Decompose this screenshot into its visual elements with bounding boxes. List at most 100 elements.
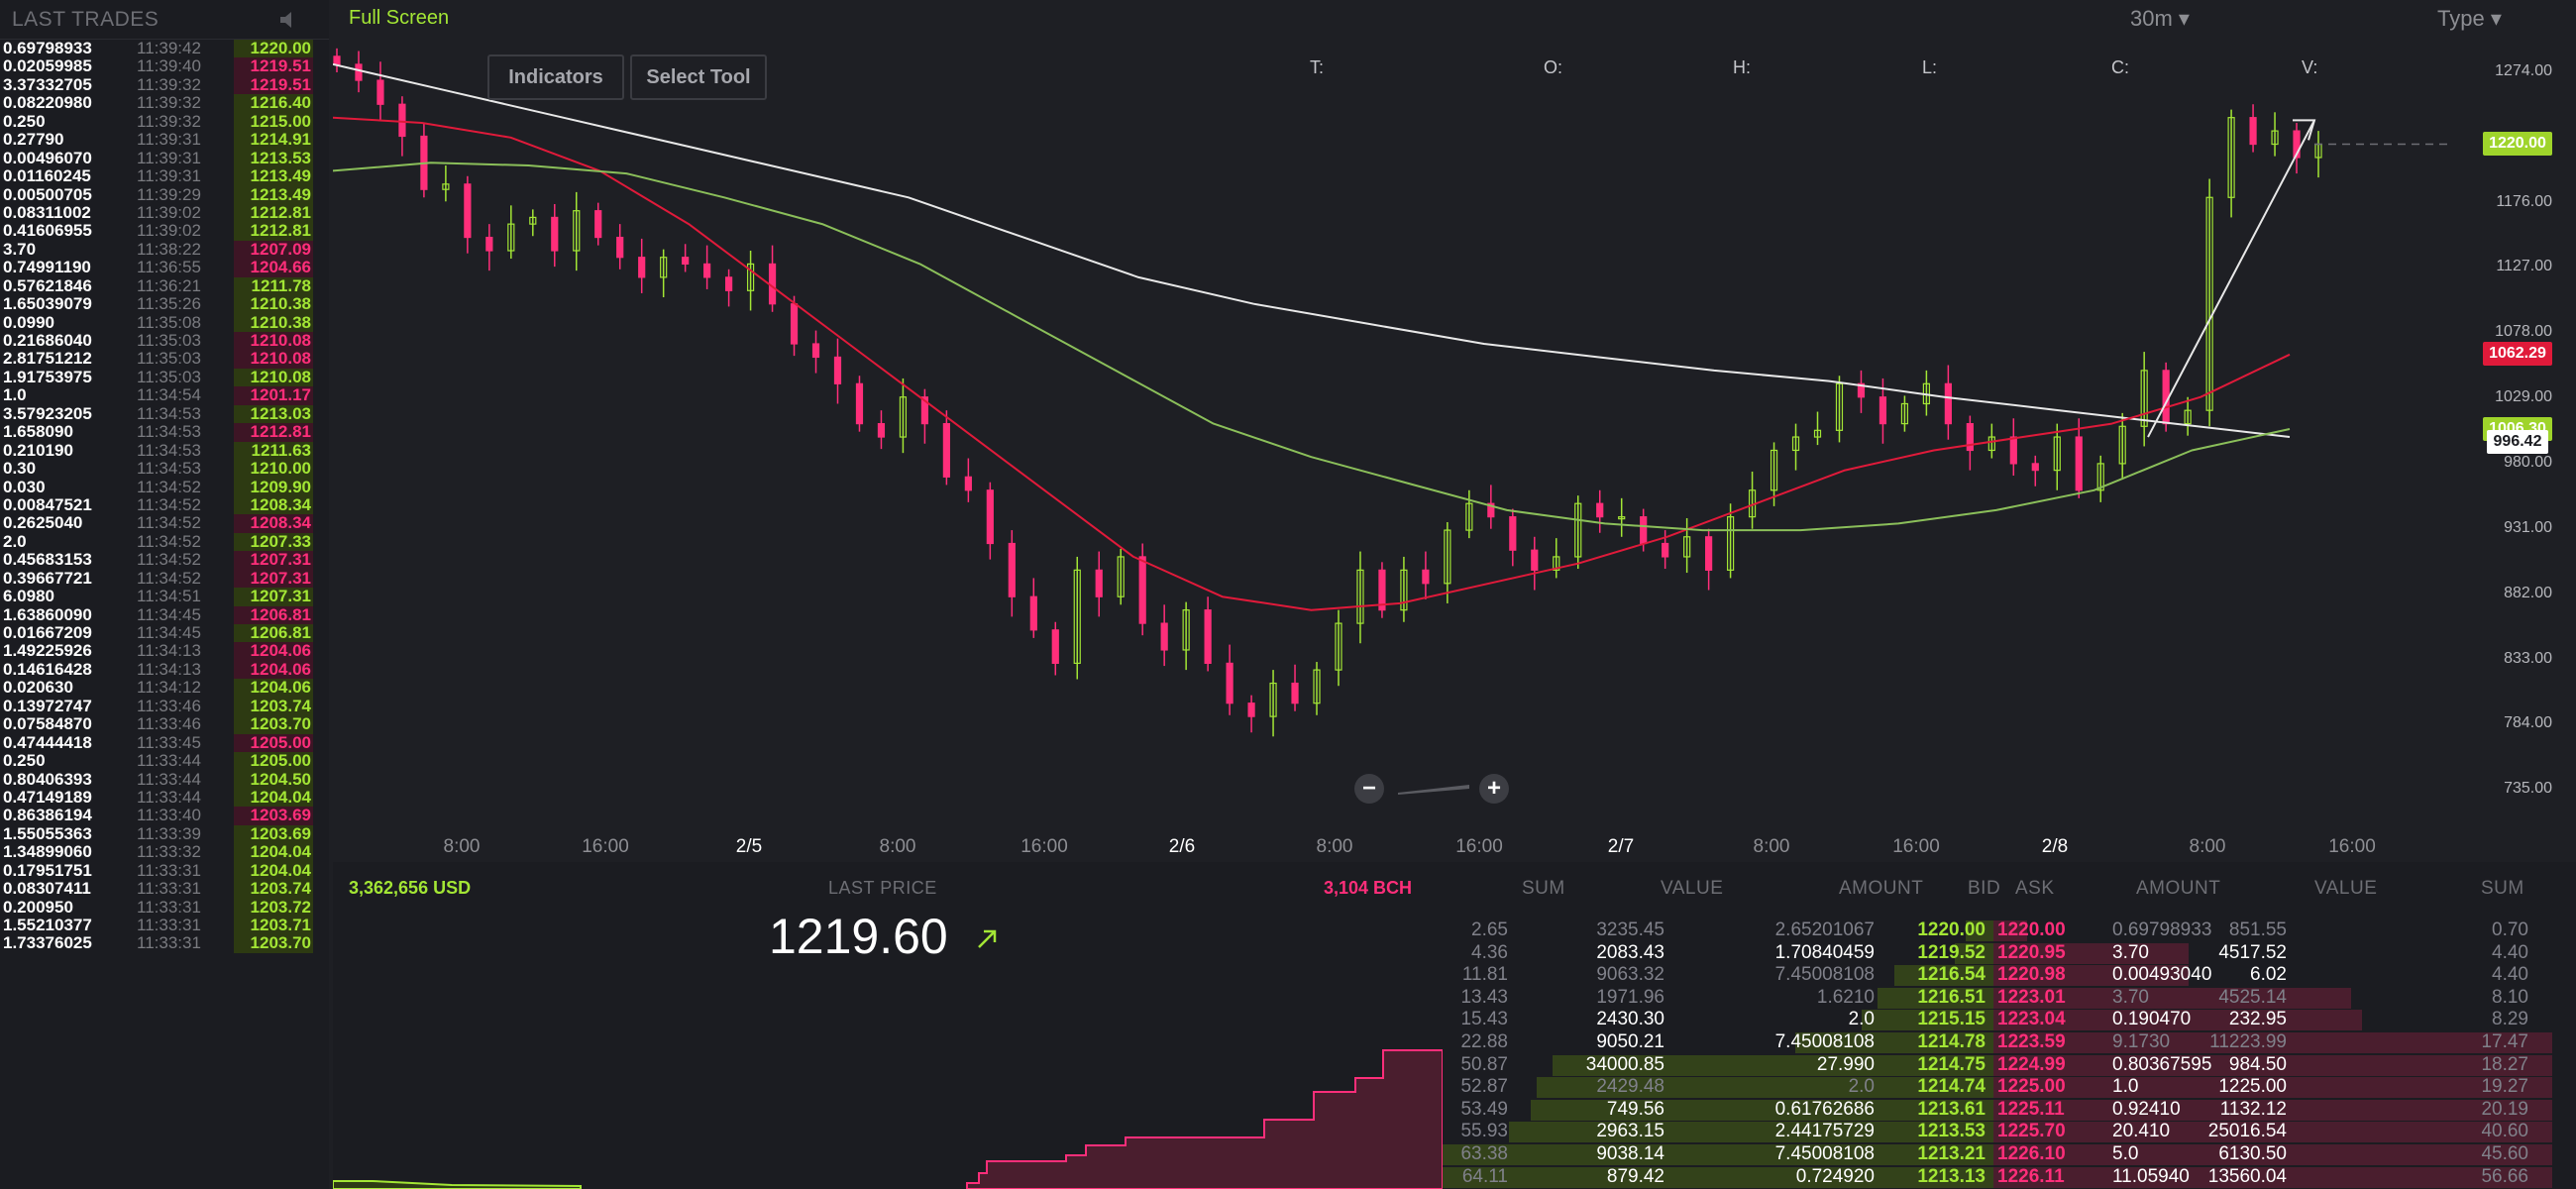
candle-up[interactable] [2053, 436, 2061, 472]
candle-up[interactable] [1726, 516, 1735, 571]
candle-down[interactable] [920, 396, 929, 425]
trend-line-drawing[interactable] [2147, 119, 2315, 438]
candle-down[interactable] [1640, 516, 1648, 545]
candle-up[interactable] [2205, 196, 2213, 411]
candle-down[interactable] [616, 236, 624, 259]
candle-up[interactable] [2140, 370, 2148, 427]
candle-up[interactable] [1356, 569, 1364, 624]
candle-down[interactable] [1291, 682, 1299, 704]
candle-up[interactable] [1791, 436, 1800, 452]
candle-down[interactable] [1662, 542, 1669, 558]
candle-down[interactable] [1160, 622, 1168, 651]
zoom-out-button[interactable]: − [1354, 774, 1384, 804]
candle-up[interactable] [1465, 502, 1473, 531]
order-book-row[interactable]: 2.65 3235.45 2.65201067 1220.00 1220.00 0.697… [1443, 919, 2552, 942]
candle-down[interactable] [1596, 502, 1604, 518]
candle-up[interactable] [1618, 516, 1626, 520]
candle-up[interactable] [573, 210, 581, 252]
candle-down[interactable] [2249, 117, 2257, 146]
order-book-row[interactable]: 4.36 2083.43 1.70840459 1219.52 1220.95 3.70 4… [1443, 942, 2552, 965]
candle-up[interactable] [660, 257, 668, 278]
candle-down[interactable] [2075, 436, 2083, 491]
candle-up[interactable] [1813, 429, 1822, 438]
candle-down[interactable] [964, 476, 972, 491]
candle-up[interactable] [1553, 556, 1560, 571]
candle-down[interactable] [2293, 130, 2301, 159]
candle-up[interactable] [2227, 117, 2235, 198]
candle-up[interactable] [507, 223, 515, 252]
order-book-row[interactable]: 64.11 879.42 0.724920 1213.13 1226.11 11.0594… [1443, 1166, 2552, 1189]
candle-down[interactable] [1857, 382, 1866, 398]
candle-down[interactable] [1095, 569, 1103, 597]
candle-down[interactable] [376, 79, 384, 105]
candle-up[interactable] [2271, 130, 2279, 146]
candle-up[interactable] [529, 216, 537, 225]
candle-down[interactable] [1204, 609, 1212, 664]
candle-up[interactable] [1987, 436, 1995, 452]
candle-up[interactable] [746, 263, 755, 291]
candle-down[interactable] [1878, 396, 1887, 425]
candle-down[interactable] [1247, 703, 1255, 717]
order-book-row[interactable]: 55.93 2963.15 2.44175729 1213.53 1225.70 20.4… [1443, 1121, 2552, 1143]
candle-down[interactable] [594, 210, 602, 239]
zoom-slider[interactable] [1394, 779, 1473, 799]
candle-down[interactable] [855, 382, 864, 425]
candle-down[interactable] [986, 489, 994, 545]
indicators-button[interactable]: Indicators [487, 54, 624, 100]
candle-up[interactable] [2118, 425, 2126, 465]
candle-down[interactable] [485, 236, 493, 252]
candle-down[interactable] [1138, 556, 1146, 624]
candle-up[interactable] [1835, 382, 1844, 431]
candle-down[interactable] [1008, 542, 1016, 597]
candle-down[interactable] [355, 63, 363, 81]
order-book-row[interactable]: 53.49 749.56 0.61762686 1213.61 1225.11 0.924… [1443, 1099, 2552, 1122]
chart-type-dropdown[interactable]: Type ▾ [2437, 6, 2502, 32]
candle-up[interactable] [2096, 463, 2104, 491]
candle-down[interactable] [833, 356, 842, 384]
interval-dropdown[interactable]: 30m ▾ [2130, 6, 2190, 32]
speaker-icon[interactable] [277, 9, 299, 31]
candle-down[interactable] [638, 257, 646, 278]
candle-down[interactable] [398, 103, 406, 138]
candlestick-chart-canvas[interactable] [333, 0, 2576, 860]
order-book-row[interactable]: 15.43 2430.30 2.0 1215.15 1223.04 0.190470 232… [1443, 1009, 2552, 1031]
zoom-in-button[interactable]: + [1479, 774, 1509, 804]
candle-down[interactable] [1944, 382, 1952, 425]
candle-up[interactable] [1269, 682, 1277, 717]
full-screen-link[interactable]: Full Screen [349, 7, 450, 29]
candle-down[interactable] [1509, 516, 1517, 551]
candle-down[interactable] [1531, 549, 1539, 571]
candle-down[interactable] [877, 423, 886, 438]
candle-down[interactable] [942, 423, 950, 478]
order-book-row[interactable]: 13.43 1971.96 1.6210 1216.51 1223.01 3.70 4525… [1443, 987, 2552, 1010]
candle-up[interactable] [899, 396, 908, 438]
order-book-row[interactable]: 11.81 9063.32 7.45008108 1216.54 1220.98 0.00… [1443, 964, 2552, 987]
candle-up[interactable] [1574, 502, 1582, 558]
candle-down[interactable] [1705, 536, 1713, 571]
order-book-row[interactable]: 22.88 9050.21 7.45008108 1214.78 1223.59 9.17… [1443, 1031, 2552, 1054]
candle-up[interactable] [1313, 669, 1321, 704]
order-book-row[interactable]: 63.38 9038.14 7.45008108 1213.21 1226.10 5.0 6… [1443, 1143, 2552, 1166]
order-book-row[interactable]: 52.87 2429.48 2.0 1214.74 1225.00 1.0 1225.00 1… [1443, 1076, 2552, 1099]
candle-up[interactable] [1073, 569, 1081, 664]
candle-down[interactable] [811, 343, 820, 359]
candle-down[interactable] [1029, 595, 1037, 631]
order-book-row[interactable]: 50.87 34000.85 27.990 1214.75 1224.99 0.80367… [1443, 1054, 2552, 1077]
select-tool-button[interactable]: Select Tool [630, 54, 767, 100]
candle-up[interactable] [2184, 409, 2192, 425]
candle-up[interactable] [1117, 556, 1125, 597]
candle-down[interactable] [1966, 423, 1974, 452]
candle-down[interactable] [682, 257, 690, 266]
candle-down[interactable] [1051, 629, 1059, 664]
candle-down[interactable] [725, 276, 733, 291]
candle-up[interactable] [1335, 622, 1342, 671]
candle-up[interactable] [442, 183, 450, 190]
candle-down[interactable] [1378, 569, 1386, 611]
candle-up[interactable] [1683, 536, 1691, 558]
candle-up[interactable] [1400, 569, 1408, 611]
candle-down[interactable] [790, 303, 799, 345]
candle-down[interactable] [551, 216, 559, 252]
candle-down[interactable] [703, 263, 711, 278]
candle-down[interactable] [333, 55, 341, 65]
price-chart[interactable]: Full Screen Indicators Select Tool T: O:… [333, 0, 2576, 860]
